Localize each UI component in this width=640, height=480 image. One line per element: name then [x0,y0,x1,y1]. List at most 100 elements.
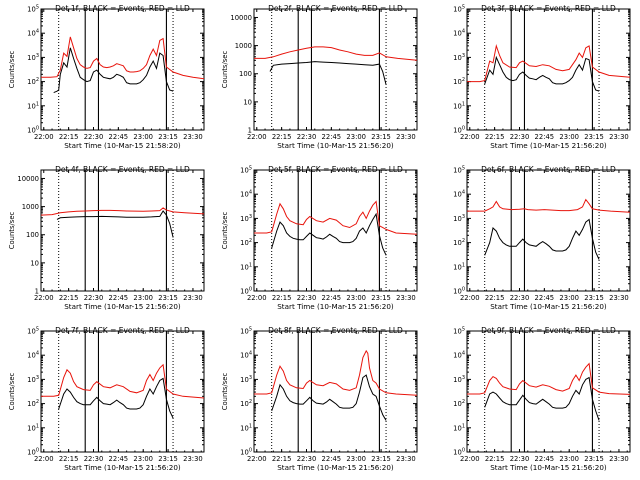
x-tick-label: 23:30 [609,455,629,463]
y-tick-label: 10000 [17,175,39,183]
x-tick-label: 23:00 [559,294,579,302]
x-tick-label: 22:15 [272,455,292,463]
x-tick-label: 23:00 [346,455,366,463]
y-tick-label: 102 [240,238,252,247]
y-tick-label: 105 [453,5,465,14]
x-tick-label: 22:30 [510,455,530,463]
plot-frame [253,169,418,292]
plot-frame [253,8,418,131]
x-tick-label: 23:00 [346,133,366,141]
series-line-lld [41,36,205,80]
series-line-events [271,374,387,421]
x-axis-label: Start Time (10-Mar-15 21:58:20) [64,141,181,150]
y-tick-label: 104 [27,351,39,360]
x-tick-label: 22:15 [59,133,79,141]
x-tick-label: 22:15 [485,455,505,463]
plot-frame [40,330,205,453]
x-tick-label: 23:15 [158,133,178,141]
x-tick-label: 23:00 [133,133,153,141]
y-tick-label: 103 [240,375,252,384]
y-tick-label: 103 [453,214,465,223]
y-tick-label: 102 [453,238,465,247]
x-tick-label: 23:15 [371,294,391,302]
x-tick-label: 22:00 [247,294,267,302]
plot-frame [40,169,205,292]
y-tick-label: 100 [453,448,465,457]
y-tick-label: 102 [27,399,39,408]
y-tick-label: 104 [453,29,465,38]
y-tick-label: 100 [26,231,39,239]
x-tick-label: 23:15 [584,294,604,302]
x-tick-label: 23:15 [584,133,604,141]
x-tick-label: 22:00 [34,455,54,463]
series-line-events [271,212,387,256]
series-line-lld [40,207,205,216]
x-tick-label: 22:45 [322,455,342,463]
series-line-events [56,210,174,238]
y-tick-label: 100 [27,448,39,457]
y-tick-label: 103 [27,53,39,62]
x-tick-label: 22:15 [272,294,292,302]
plot-frame [40,8,205,131]
y-axis-label: Counts/sec [221,51,229,89]
x-tick-label: 22:45 [109,133,129,141]
y-axis-label: Counts/sec [221,212,229,250]
y-tick-label: 104 [240,190,252,199]
y-tick-label: 10 [30,259,39,267]
y-tick-label: 102 [27,77,39,86]
y-tick-label: 105 [27,5,39,14]
x-tick-label: 23:30 [609,294,629,302]
x-tick-label: 22:45 [322,133,342,141]
plot-frame [466,330,631,453]
x-tick-label: 22:30 [84,294,104,302]
y-tick-label: 101 [240,423,252,432]
x-axis-label: Start Time (10-Mar-15 21:56:20) [490,302,607,311]
x-axis-label: Start Time (10-Mar-15 21:56:20) [64,463,181,472]
x-tick-label: 22:45 [535,133,555,141]
series-line-lld [254,200,418,235]
series-line-events [484,55,600,92]
y-tick-label: 105 [240,166,252,175]
series-line-events [269,61,387,86]
x-axis-label: Start Time (10-Mar-15 21:56:20) [490,463,607,472]
x-tick-label: 22:30 [297,294,317,302]
x-tick-label: 23:15 [371,133,391,141]
y-tick-label: 104 [453,190,465,199]
x-tick-label: 22:00 [247,133,267,141]
x-tick-label: 23:30 [396,294,416,302]
x-tick-label: 23:00 [559,455,579,463]
x-tick-label: 22:30 [297,455,317,463]
y-tick-label: 101 [453,423,465,432]
y-tick-label: 105 [27,327,39,336]
y-tick-label: 105 [240,327,252,336]
y-tick-label: 10 [243,98,252,106]
x-tick-label: 22:45 [535,455,555,463]
x-tick-label: 23:15 [158,455,178,463]
y-tick-label: 101 [27,101,39,110]
series-line-events [484,376,600,421]
y-tick-label: 105 [453,327,465,336]
y-tick-label: 103 [453,375,465,384]
y-tick-label: 104 [27,29,39,38]
series-line-events [58,377,174,419]
x-tick-label: 22:00 [34,133,54,141]
x-tick-label: 22:15 [485,133,505,141]
series-line-lld [41,363,205,399]
x-tick-label: 23:00 [346,294,366,302]
y-tick-label: 10000 [230,14,252,22]
y-tick-label: 1 [248,127,252,135]
x-tick-label: 22:15 [485,294,505,302]
x-tick-label: 23:30 [183,294,203,302]
series-line-lld [467,198,631,213]
y-tick-label: 102 [453,399,465,408]
x-axis-label: Start Time (10-Mar-15 21:56:20) [277,463,394,472]
x-tick-label: 22:30 [510,133,530,141]
y-tick-label: 105 [453,166,465,175]
